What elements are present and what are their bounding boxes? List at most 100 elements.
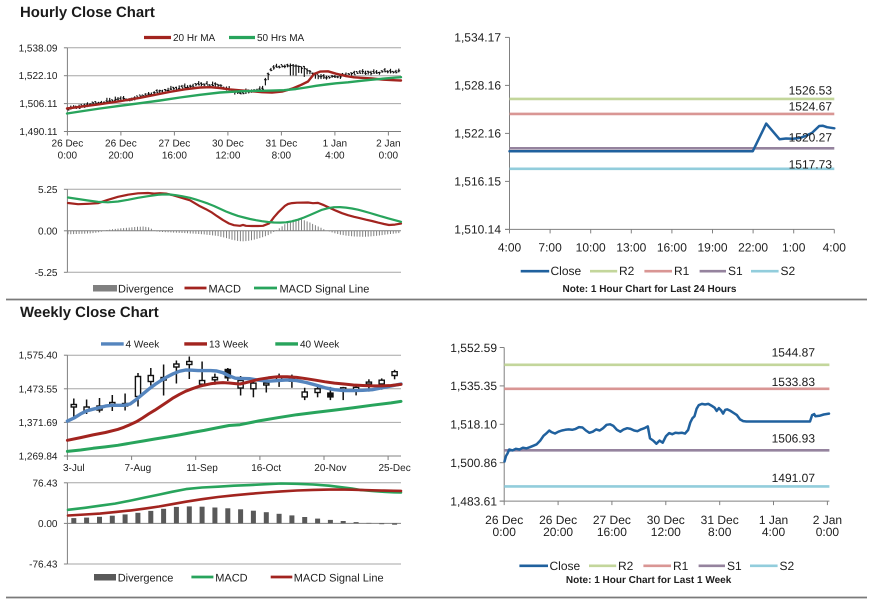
svg-text:7:00: 7:00 xyxy=(538,241,562,255)
svg-text:Weekly Close Chart: Weekly Close Chart xyxy=(20,305,159,321)
svg-text:31 Dec: 31 Dec xyxy=(266,139,298,150)
svg-text:26 Dec: 26 Dec xyxy=(539,513,577,527)
svg-text:MACD: MACD xyxy=(209,284,241,296)
svg-text:1506.93: 1506.93 xyxy=(772,432,816,446)
svg-text:12:00: 12:00 xyxy=(651,525,681,539)
svg-text:25-Dec: 25-Dec xyxy=(378,463,410,474)
svg-text:1520.27: 1520.27 xyxy=(789,130,833,144)
svg-text:0:00: 0:00 xyxy=(379,151,399,162)
svg-text:4:00: 4:00 xyxy=(823,241,847,255)
svg-text:3-Jul: 3-Jul xyxy=(63,463,85,474)
svg-text:1,522.10: 1,522.10 xyxy=(19,71,58,82)
svg-text:-76.43: -76.43 xyxy=(29,560,58,571)
svg-text:Close: Close xyxy=(550,559,581,573)
svg-text:1544.87: 1544.87 xyxy=(772,346,816,360)
svg-text:S2: S2 xyxy=(780,559,795,573)
svg-text:22:00: 22:00 xyxy=(738,241,768,255)
svg-text:1524.67: 1524.67 xyxy=(789,99,833,113)
svg-text:1,483.61: 1,483.61 xyxy=(450,494,497,508)
svg-text:20-Nov: 20-Nov xyxy=(314,463,346,474)
svg-text:MACD Signal Line: MACD Signal Line xyxy=(280,284,370,296)
svg-text:1533.83: 1533.83 xyxy=(772,375,816,389)
svg-text:MACD Signal Line: MACD Signal Line xyxy=(294,573,384,585)
svg-text:Divergence: Divergence xyxy=(118,573,174,585)
svg-text:11-Sep: 11-Sep xyxy=(186,463,218,474)
svg-text:8:00: 8:00 xyxy=(272,151,292,162)
svg-text:0:00: 0:00 xyxy=(493,525,517,539)
svg-text:26 Dec: 26 Dec xyxy=(485,513,523,527)
svg-text:30 Dec: 30 Dec xyxy=(647,513,685,527)
svg-text:26 Dec: 26 Dec xyxy=(105,139,137,150)
svg-text:MACD: MACD xyxy=(215,573,247,585)
svg-text:1,500.86: 1,500.86 xyxy=(450,456,497,470)
svg-text:0:00: 0:00 xyxy=(816,525,840,539)
svg-text:1,371.69: 1,371.69 xyxy=(19,418,58,429)
svg-text:1,516.15: 1,516.15 xyxy=(454,175,501,189)
svg-text:1 Jan: 1 Jan xyxy=(759,513,788,527)
svg-text:2 Jan: 2 Jan xyxy=(813,513,842,527)
svg-text:1,534.17: 1,534.17 xyxy=(454,31,501,45)
svg-text:1,528.16: 1,528.16 xyxy=(454,79,501,93)
svg-text:19:00: 19:00 xyxy=(697,241,727,255)
svg-text:8:00: 8:00 xyxy=(708,525,732,539)
svg-text:27 Dec: 27 Dec xyxy=(593,513,631,527)
svg-text:0.00: 0.00 xyxy=(38,519,58,530)
svg-text:50 Hrs MA: 50 Hrs MA xyxy=(257,33,305,44)
svg-text:76.43: 76.43 xyxy=(32,478,57,489)
svg-text:2 Jan: 2 Jan xyxy=(376,139,400,150)
svg-text:10:00: 10:00 xyxy=(576,241,606,255)
svg-text:20:00: 20:00 xyxy=(543,525,573,539)
svg-text:13:00: 13:00 xyxy=(616,241,646,255)
svg-text:R1: R1 xyxy=(674,264,690,278)
svg-text:31 Dec: 31 Dec xyxy=(701,513,739,527)
svg-text:16:00: 16:00 xyxy=(657,241,687,255)
svg-text:S1: S1 xyxy=(728,264,743,278)
svg-text:1,518.10: 1,518.10 xyxy=(450,418,497,432)
svg-text:1,535.35: 1,535.35 xyxy=(450,379,497,393)
svg-text:Note: 1 Hour Chart for Last 1: Note: 1 Hour Chart for Last 1 Week xyxy=(566,575,732,586)
svg-text:12:00: 12:00 xyxy=(215,151,240,162)
svg-text:1,490.11: 1,490.11 xyxy=(19,127,58,138)
svg-text:13 Week: 13 Week xyxy=(209,340,249,351)
svg-text:30 Dec: 30 Dec xyxy=(212,139,244,150)
svg-text:4 Week: 4 Week xyxy=(126,340,161,351)
svg-text:Close: Close xyxy=(551,264,582,278)
svg-text:1 Jan: 1 Jan xyxy=(323,139,347,150)
svg-text:R1: R1 xyxy=(673,559,689,573)
svg-text:4:00: 4:00 xyxy=(762,525,786,539)
svg-text:1,269.84: 1,269.84 xyxy=(19,452,58,463)
svg-text:40 Week: 40 Week xyxy=(300,340,340,351)
svg-text:1526.53: 1526.53 xyxy=(789,84,833,98)
svg-text:R2: R2 xyxy=(619,264,635,278)
svg-text:Hourly Close Chart: Hourly Close Chart xyxy=(20,5,155,21)
svg-text:1,506.11: 1,506.11 xyxy=(19,99,58,110)
svg-text:26 Dec: 26 Dec xyxy=(52,139,84,150)
svg-text:1491.07: 1491.07 xyxy=(772,471,816,485)
svg-text:1,522.16: 1,522.16 xyxy=(454,127,501,141)
svg-text:7-Aug: 7-Aug xyxy=(125,463,152,474)
svg-text:20 Hr MA: 20 Hr MA xyxy=(173,33,216,44)
svg-text:1,510.14: 1,510.14 xyxy=(454,223,501,237)
svg-text:Note: 1 Hour Chart for Last 24: Note: 1 Hour Chart for Last 24 Hours xyxy=(563,284,737,295)
svg-text:1:00: 1:00 xyxy=(782,241,806,255)
svg-text:1517.73: 1517.73 xyxy=(789,157,833,171)
svg-text:0.00: 0.00 xyxy=(38,226,58,237)
svg-text:S1: S1 xyxy=(727,559,742,573)
svg-text:R2: R2 xyxy=(618,559,634,573)
svg-text:20:00: 20:00 xyxy=(108,151,133,162)
svg-text:S2: S2 xyxy=(781,264,796,278)
svg-text:16:00: 16:00 xyxy=(597,525,627,539)
svg-text:1,552.59: 1,552.59 xyxy=(450,341,497,355)
svg-text:5.25: 5.25 xyxy=(38,185,58,196)
svg-text:4:00: 4:00 xyxy=(325,151,345,162)
svg-text:1,538.09: 1,538.09 xyxy=(19,43,58,54)
svg-text:4:00: 4:00 xyxy=(498,241,522,255)
svg-text:16-Oct: 16-Oct xyxy=(251,463,281,474)
svg-text:Divergence: Divergence xyxy=(118,284,174,296)
svg-text:27 Dec: 27 Dec xyxy=(159,139,191,150)
svg-text:16:00: 16:00 xyxy=(162,151,187,162)
svg-text:1,575.40: 1,575.40 xyxy=(19,351,58,362)
svg-text:1,473.55: 1,473.55 xyxy=(19,384,58,395)
svg-text:0:00: 0:00 xyxy=(58,151,78,162)
svg-text:-5.25: -5.25 xyxy=(35,268,58,279)
